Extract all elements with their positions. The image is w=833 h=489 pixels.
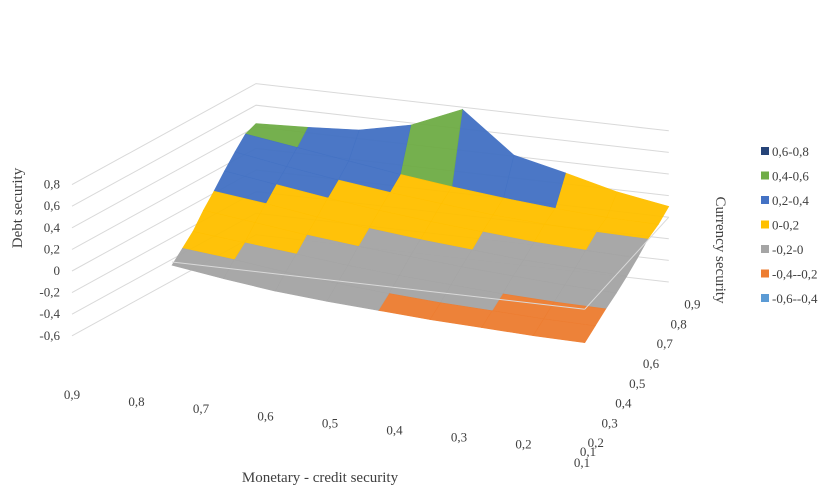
legend-label: -0,2-0 (772, 242, 803, 257)
depth-tick-label: 0,4 (615, 396, 632, 411)
depth-tick-label: 0,8 (670, 316, 686, 331)
legend-swatch (761, 196, 769, 204)
depth-tick-label: 0,2 (588, 435, 604, 450)
gridline (71, 104, 669, 207)
legend-swatch (761, 245, 769, 253)
x-axis-line (171, 261, 585, 310)
legend-swatch (761, 294, 769, 302)
y-tick-label: -0,4 (39, 306, 60, 321)
y-tick-label: -0,6 (39, 328, 60, 343)
depth-tick-label: 0,1 (574, 455, 590, 470)
surface-cell (399, 108, 463, 188)
surface-cell (451, 108, 515, 199)
x-tick-label: 0,3 (451, 430, 467, 445)
y-tick-label: 0,8 (44, 177, 60, 192)
x-tick-label: 0,2 (515, 437, 531, 452)
x-tick-label: 0,4 (386, 423, 403, 438)
y-tick-label: 0,4 (44, 220, 61, 235)
legend-swatch (761, 220, 769, 229)
surface-cell (171, 247, 235, 280)
floor-axes (171, 216, 670, 310)
depth-axis-title: Currency security (712, 196, 728, 304)
y-tick-label: 0 (54, 263, 61, 278)
legend-label: 0-0,2 (772, 218, 799, 233)
depth-tick-label: 0,6 (643, 356, 660, 371)
depth-axis-line (584, 216, 670, 310)
depth-tick-label: 0,5 (629, 376, 645, 391)
legend-label: -0,6--0,4 (772, 291, 818, 306)
legend-swatch (761, 171, 769, 180)
legend-label: 0,4-0,6 (772, 169, 809, 184)
legend-label: 0,6-0,8 (772, 144, 809, 159)
y-tick-label: -0,2 (39, 285, 60, 300)
legend-swatch (761, 269, 769, 278)
y-tick-label: 0,2 (44, 241, 60, 256)
x-tick-label: 0,9 (64, 387, 80, 402)
depth-tick-label: 0,9 (684, 297, 700, 312)
legend-label: -0,4--0,2 (772, 267, 818, 282)
legend: 0,6-0,8 0,4-0,6 0,2-0,4 0-0,2 -0,2-0 -0,4--0,… (761, 144, 818, 306)
gridline (71, 83, 669, 186)
x-axis-title: Monetary - credit security (242, 470, 399, 486)
x-axis-ticks: 0,9 0,8 0,7 0,6 0,5 0,4 0,3 0,2 0,1 (64, 387, 596, 459)
y-tick-label: 0,6 (44, 198, 61, 213)
surface-plot (171, 108, 670, 344)
legend-swatch (761, 147, 769, 155)
depth-axis-ticks: 0,10,20,30,40,50,60,70,80,9 (574, 297, 701, 470)
depth-tick-label: 0,7 (657, 336, 674, 351)
x-tick-label: 0,8 (128, 394, 144, 409)
x-tick-label: 0,6 (257, 408, 274, 423)
x-tick-label: 0,1 (580, 444, 596, 459)
x-tick-label: 0,7 (193, 401, 210, 416)
depth-tick-label: 0,3 (601, 415, 617, 430)
legend-label: 0,2-0,4 (772, 193, 809, 208)
x-tick-label: 0,5 (322, 415, 338, 430)
y-axis-ticks: 0,8 0,6 0,4 0,2 0 -0,2 -0,4 -0,6 (39, 177, 60, 343)
y-axis-title: Debt security (10, 167, 26, 248)
